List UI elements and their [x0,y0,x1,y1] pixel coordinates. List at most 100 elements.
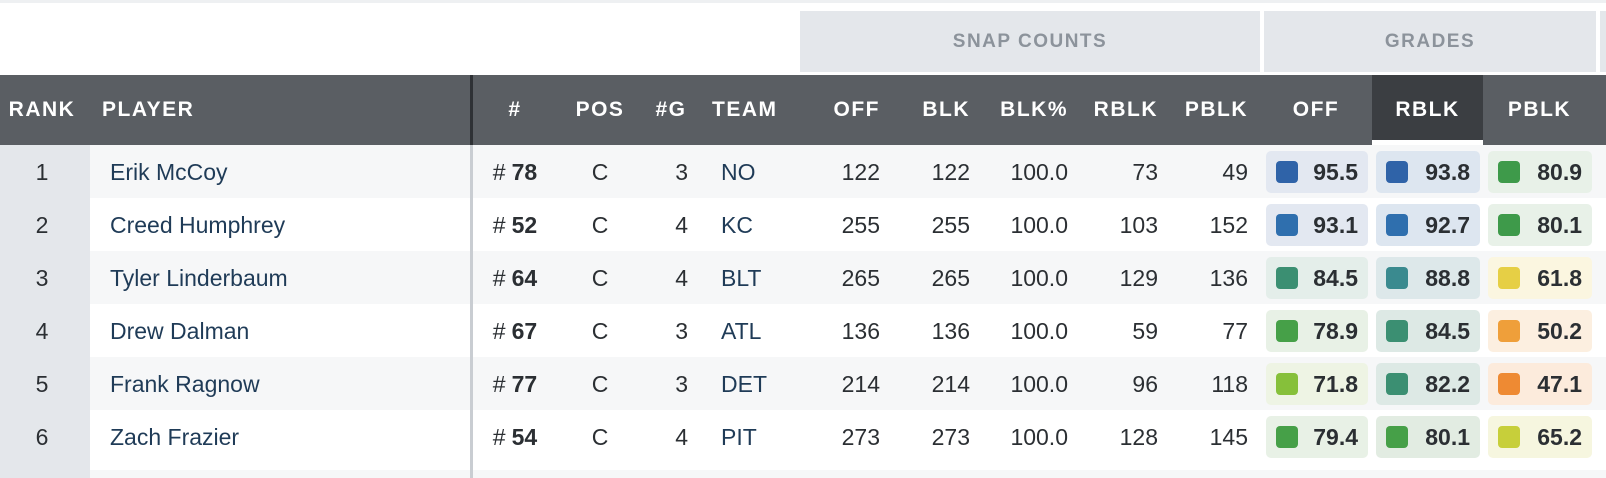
player-name-link[interactable]: Drew Dalman [110,317,250,344]
games-cell: 4 [675,423,688,450]
grade-color-swatch [1498,320,1520,342]
grade-rblk-badge: 92.7 [1376,204,1480,246]
grade-color-swatch [1276,161,1298,183]
player-name-link[interactable]: Erik McCoy [110,158,228,185]
jersey-hash: # [492,317,506,344]
col-header-off[interactable]: OFF [833,98,880,121]
group-header-label: GRADES [1384,30,1476,52]
jersey-cell: #52 [478,198,552,252]
games-cell: 3 [675,158,688,185]
table-row[interactable]: 2 Creed Humphrey C 4 KC 255 255 100.0 103 152 #52 9… [0,198,1606,252]
player-name-link[interactable]: Frank Ragnow [110,370,260,397]
col-header-grade-pblk[interactable]: PBLK [1507,98,1572,121]
col-header-grade-off[interactable]: OFF [1292,98,1340,121]
grade-rblk-badge: 80.1 [1376,416,1480,458]
pos-cell: C [591,264,609,291]
table-row[interactable]: 1 Erik McCoy C 3 NO 122 122 100.0 73 49 #78 95.5 93.… [0,145,1606,199]
jersey-cell: #64 [478,251,552,305]
col-header-pblk[interactable]: PBLK [1184,98,1248,121]
grade-color-swatch [1386,320,1408,342]
next-row-rank-bg [0,470,90,478]
grade-off-badge: 84.5 [1266,257,1368,299]
jersey-hash: # [492,211,506,238]
grade-off-badge: 71.8 [1266,363,1368,405]
rblk-snaps-cell: 73 [1132,158,1158,185]
table-row[interactable]: 3 Tyler Linderbaum C 4 BLT 265 265 100.0 129 136 #… [0,251,1606,305]
col-header-player[interactable]: PLAYER [102,98,195,121]
grade-value: 95.5 [1313,158,1358,185]
blk-pct-cell: 100.0 [1010,158,1068,185]
grade-value: 93.1 [1313,211,1358,238]
off-snaps-cell: 255 [841,211,880,238]
pblk-snaps-cell: 145 [1209,423,1248,450]
games-cell: 3 [675,370,688,397]
grade-color-swatch [1276,214,1298,236]
col-header-blk-pct[interactable]: BLK% [1000,98,1068,121]
team-link[interactable]: NO [721,158,756,185]
grade-off-badge: 78.9 [1266,310,1368,352]
col-header-blk[interactable]: BLK [922,98,970,121]
team-link[interactable]: KC [721,211,753,238]
top-border [0,0,1606,3]
player-name-link[interactable]: Tyler Linderbaum [110,264,288,291]
pos-cell: C [591,158,609,185]
col-header-rank[interactable]: RANK [8,98,76,121]
grade-value: 50.2 [1537,317,1582,344]
col-header-jersey[interactable]: # [508,98,522,121]
grade-rblk-badge: 93.8 [1376,151,1480,193]
jersey-hash: # [492,264,506,291]
table-row[interactable]: 4 Drew Dalman C 3 ATL 136 136 100.0 59 77 #67 78.9 8… [0,304,1606,358]
col-header-games[interactable]: #G [655,98,687,121]
pblk-snaps-cell: 49 [1222,158,1248,185]
table-row[interactable]: 5 Frank Ragnow C 3 DET 214 214 100.0 96 118 #77 71.… [0,357,1606,411]
jersey-number: 52 [511,211,538,238]
jersey-number: 77 [511,370,538,397]
team-link[interactable]: ATL [721,317,762,344]
pblk-snaps-cell: 152 [1209,211,1248,238]
off-snaps-cell: 273 [841,423,880,450]
grade-pblk-badge: 65.2 [1488,416,1592,458]
group-header-label: SNAP COUNTS [952,30,1108,52]
col-header-grade-rblk[interactable]: RBLK [1395,98,1460,121]
pblk-snaps-cell: 77 [1222,317,1248,344]
jersey-number: 54 [511,423,538,450]
col-header-pos[interactable]: POS [575,98,625,121]
grade-pblk-badge: 50.2 [1488,310,1592,352]
active-sort-highlight [1372,75,1483,145]
grade-color-swatch [1498,426,1520,448]
col-header-rblk[interactable]: RBLK [1093,98,1158,121]
grade-color-swatch [1276,373,1298,395]
grade-value: 84.5 [1425,317,1470,344]
active-sort-underline [1372,140,1483,145]
grade-pblk-badge: 47.1 [1488,363,1592,405]
team-link[interactable]: PIT [721,423,757,450]
grade-off-badge: 95.5 [1266,151,1368,193]
grade-value: 65.2 [1537,423,1582,450]
team-link[interactable]: DET [721,370,767,397]
grade-color-swatch [1276,320,1298,342]
pblk-snaps-cell: 136 [1209,264,1248,291]
grade-pblk-badge: 61.8 [1488,257,1592,299]
grade-value: 78.9 [1313,317,1358,344]
player-name-link[interactable]: Zach Frazier [110,423,240,450]
grade-value: 84.5 [1313,264,1358,291]
grade-color-swatch [1276,426,1298,448]
off-snaps-cell: 214 [841,370,880,397]
jersey-number: 78 [511,158,538,185]
jersey-cell: #54 [478,410,552,464]
col-header-team[interactable]: TEAM [712,98,778,121]
rank-column-bg [0,145,90,478]
rblk-snaps-cell: 129 [1119,264,1158,291]
grade-color-swatch [1498,267,1520,289]
pos-cell: C [591,211,609,238]
grade-pblk-badge: 80.1 [1488,204,1592,246]
team-link[interactable]: BLT [721,264,762,291]
grade-value: 71.8 [1313,370,1358,397]
blk-pct-cell: 100.0 [1010,370,1068,397]
player-name-link[interactable]: Creed Humphrey [110,211,286,238]
blk-pct-cell: 100.0 [1010,264,1068,291]
off-snaps-cell: 122 [841,158,880,185]
table-row[interactable]: 6 Zach Frazier C 4 PIT 273 273 100.0 128 145 #54 79… [0,410,1606,464]
group-header-snap-counts: SNAP COUNTS [800,11,1260,72]
next-row-bg [90,470,1606,478]
